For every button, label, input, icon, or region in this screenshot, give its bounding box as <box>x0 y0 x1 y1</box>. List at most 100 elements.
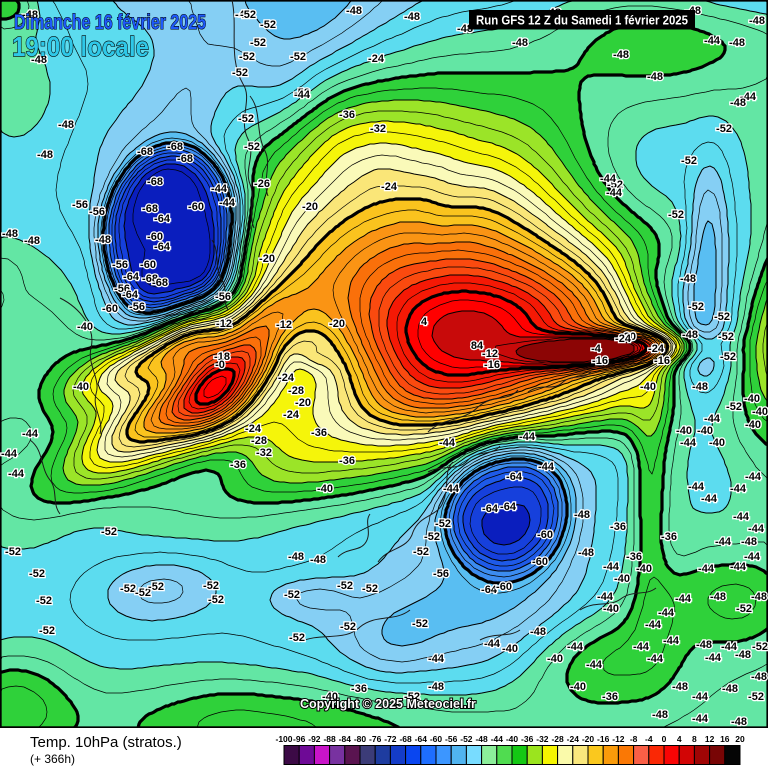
svg-text:-56: -56 <box>114 283 130 295</box>
svg-text:-20: -20 <box>582 734 595 744</box>
svg-text:-44: -44 <box>733 511 750 523</box>
svg-text:-24: -24 <box>368 53 385 65</box>
svg-text:-68: -68 <box>167 141 183 153</box>
svg-text:-40: -40 <box>322 691 338 703</box>
svg-text:-44: -44 <box>428 653 445 665</box>
svg-text:-52: -52 <box>289 632 305 644</box>
svg-text:-40: -40 <box>73 381 89 393</box>
svg-text:-88: -88 <box>323 734 336 744</box>
svg-text:-20: -20 <box>259 253 275 265</box>
svg-text:-64: -64 <box>415 734 428 744</box>
svg-text:-52: -52 <box>412 618 428 630</box>
svg-text:12: 12 <box>705 734 715 744</box>
svg-text:-48: -48 <box>24 235 40 247</box>
svg-text:-48: -48 <box>722 683 738 695</box>
svg-text:-44: -44 <box>692 713 709 725</box>
svg-text:-44: -44 <box>704 413 721 425</box>
svg-text:-40: -40 <box>77 321 93 333</box>
svg-text:-44: -44 <box>705 652 722 664</box>
svg-text:-48: -48 <box>37 149 53 161</box>
svg-text:-28: -28 <box>551 734 564 744</box>
svg-text:-68: -68 <box>147 176 163 188</box>
svg-text:-48: -48 <box>404 11 420 23</box>
svg-text:-44: -44 <box>658 607 675 619</box>
svg-text:-48: -48 <box>730 97 746 109</box>
svg-text:-52: -52 <box>736 603 752 615</box>
svg-text:-48: -48 <box>751 591 767 603</box>
svg-text:-44: -44 <box>1 448 18 460</box>
svg-text:-20: -20 <box>329 318 345 330</box>
svg-text:-4: -4 <box>591 343 602 355</box>
svg-text:-52: -52 <box>290 51 306 63</box>
svg-text:-12: -12 <box>276 319 292 331</box>
svg-text:-52: -52 <box>232 67 248 79</box>
svg-text:-24: -24 <box>648 343 665 355</box>
svg-text:-48: -48 <box>647 71 663 83</box>
svg-text:-44: -44 <box>701 493 718 505</box>
svg-text:-64: -64 <box>482 503 499 515</box>
svg-text:-44: -44 <box>219 197 236 209</box>
svg-text:-52: -52 <box>413 546 429 558</box>
svg-text:Temp. 10hPa (stratos.): Temp. 10hPa (stratos.) <box>30 734 182 751</box>
svg-text:-52: -52 <box>260 19 276 31</box>
svg-text:-44: -44 <box>8 468 25 480</box>
svg-text:-52: -52 <box>208 594 224 606</box>
svg-text:-48: -48 <box>731 716 747 728</box>
svg-text:-44: -44 <box>645 619 662 631</box>
svg-text:84: 84 <box>471 340 484 352</box>
svg-text:-96: -96 <box>293 734 306 744</box>
svg-text:16: 16 <box>720 734 730 744</box>
svg-text:-26: -26 <box>254 178 270 190</box>
svg-text:-44: -44 <box>519 431 536 443</box>
svg-text:0: 0 <box>662 734 667 744</box>
svg-text:-8: -8 <box>630 734 638 744</box>
svg-text:-40: -40 <box>640 381 656 393</box>
svg-text:-52: -52 <box>435 518 451 530</box>
svg-text:-44: -44 <box>748 523 765 535</box>
svg-text:-48: -48 <box>729 37 745 49</box>
svg-text:-52: -52 <box>607 179 623 191</box>
svg-text:-52: -52 <box>5 546 21 558</box>
svg-text:-12: -12 <box>612 734 625 744</box>
svg-text:-48: -48 <box>652 709 668 721</box>
svg-text:-48: -48 <box>751 671 767 683</box>
svg-text:-44: -44 <box>715 536 732 548</box>
svg-text:-44: -44 <box>730 561 747 573</box>
svg-text:-56: -56 <box>215 291 231 303</box>
svg-text:-52: -52 <box>668 209 684 221</box>
svg-text:-48: -48 <box>682 329 698 341</box>
svg-text:-56: -56 <box>72 199 88 211</box>
svg-text:-40: -40 <box>745 419 761 431</box>
svg-text:-68: -68 <box>142 273 158 285</box>
svg-text:-44: -44 <box>633 641 650 653</box>
svg-text:-48: -48 <box>692 381 708 393</box>
svg-text:-52: -52 <box>120 583 136 595</box>
svg-text:-68: -68 <box>142 203 158 215</box>
svg-text:-60: -60 <box>496 581 512 593</box>
svg-text:-52: -52 <box>716 123 732 135</box>
svg-text:-48: -48 <box>680 273 696 285</box>
svg-text:-60: -60 <box>140 259 156 271</box>
svg-text:-68: -68 <box>152 277 168 289</box>
svg-text:-44: -44 <box>443 483 460 495</box>
svg-text:-12: -12 <box>482 348 498 360</box>
svg-text:-16: -16 <box>654 355 670 367</box>
svg-text:-44: -44 <box>721 641 738 653</box>
svg-text:-56: -56 <box>445 734 458 744</box>
svg-text:-28: -28 <box>251 435 267 447</box>
svg-text:-48: -48 <box>735 649 751 661</box>
svg-text:-44: -44 <box>538 461 555 473</box>
svg-text:-48: -48 <box>346 5 362 17</box>
svg-text:8: 8 <box>692 734 697 744</box>
svg-text:-64: -64 <box>123 271 140 283</box>
svg-text:-52: -52 <box>238 113 254 125</box>
svg-text:-48: -48 <box>578 547 594 559</box>
svg-text:4: 4 <box>421 316 428 328</box>
svg-text:-44: -44 <box>484 638 501 650</box>
svg-text:Dimanche 16 février 2025: Dimanche 16 février 2025 <box>14 11 206 34</box>
svg-text:-44: -44 <box>603 561 620 573</box>
svg-text:4: 4 <box>677 734 682 744</box>
svg-text:-48: -48 <box>288 551 304 563</box>
svg-text:-40: -40 <box>697 425 713 437</box>
svg-text:-20: -20 <box>620 331 636 343</box>
